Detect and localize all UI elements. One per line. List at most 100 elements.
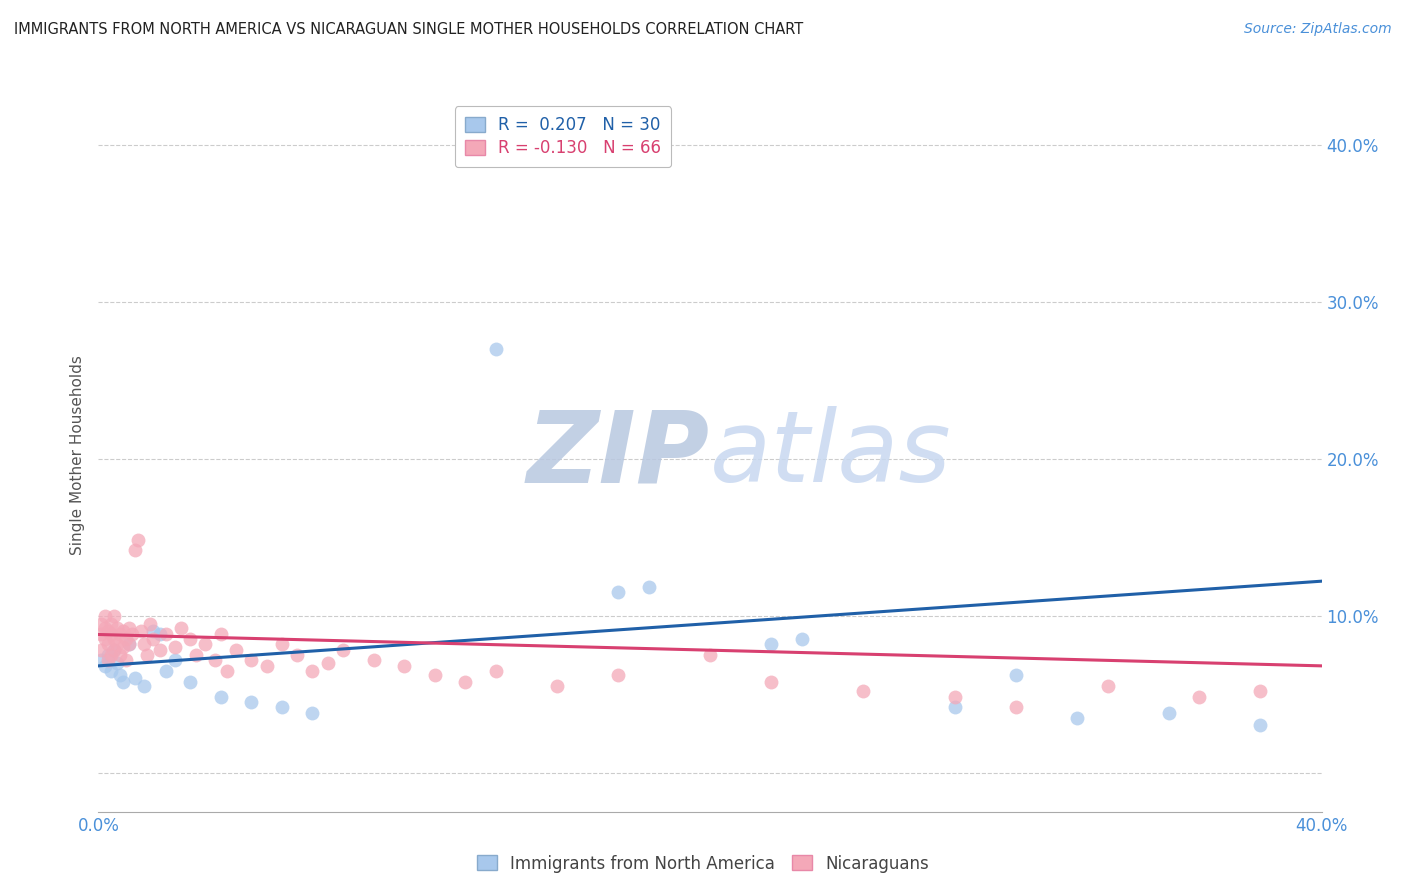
Point [118,637,141,651]
Point [100,627,122,641]
Point [256,658,278,673]
Point [142,624,165,639]
Point [179,632,201,647]
Point [108,627,131,641]
Point [637,581,661,595]
Point [115,652,138,666]
Point [93,621,115,635]
Point [108,668,131,682]
Point [105,621,128,635]
Point [103,608,125,623]
Point [134,637,156,651]
Point [118,621,141,635]
Point [209,690,232,705]
Point [163,640,186,654]
Point [163,652,186,666]
Text: Source: ZipAtlas.com: Source: ZipAtlas.com [1244,22,1392,37]
Point [215,664,238,678]
Point [139,616,162,631]
Point [142,632,165,647]
Point [90,616,112,631]
Point [97,624,120,639]
Point [607,668,630,682]
Point [392,658,416,673]
Text: atlas: atlas [710,407,952,503]
Point [699,648,721,662]
Point [100,664,122,678]
Point [108,648,131,662]
Point [301,664,323,678]
Point [93,658,115,673]
Point [759,637,782,651]
Point [1249,718,1271,732]
Point [134,679,156,693]
Point [97,648,120,662]
Point [90,643,112,657]
Point [1004,668,1026,682]
Point [1066,711,1088,725]
Point [607,585,630,599]
Point [103,643,125,657]
Point [90,652,112,666]
Point [485,342,508,356]
Point [186,648,208,662]
Text: ZIP: ZIP [527,407,710,503]
Point [93,608,115,623]
Legend: R =  0.207   N = 30, R = -0.130   N = 66: R = 0.207 N = 30, R = -0.130 N = 66 [456,106,672,168]
Point [149,627,172,641]
Point [1097,679,1119,693]
Point [103,643,125,657]
Point [1157,706,1180,720]
Point [100,648,122,662]
Point [363,652,385,666]
Point [155,664,177,678]
Point [129,624,152,639]
Point [316,656,339,670]
Point [1249,684,1271,698]
Point [100,616,122,631]
Legend: Immigrants from North America, Nicaraguans: Immigrants from North America, Nicaragua… [471,848,935,880]
Point [301,706,323,720]
Point [124,672,146,686]
Point [97,637,120,651]
Point [1188,690,1211,705]
Point [790,632,813,647]
Point [270,637,292,651]
Point [485,664,508,678]
Point [852,684,875,698]
Point [194,637,217,651]
Point [105,637,128,651]
Point [111,674,134,689]
Point [332,643,354,657]
Point [124,542,146,557]
Point [93,632,115,647]
Point [209,627,232,641]
Point [121,627,143,641]
Point [943,690,966,705]
Text: IMMIGRANTS FROM NORTH AMERICA VS NICARAGUAN SINGLE MOTHER HOUSEHOLDS CORRELATION: IMMIGRANTS FROM NORTH AMERICA VS NICARAG… [14,22,803,37]
Point [1004,699,1026,714]
Point [97,652,120,666]
Point [149,643,172,657]
Point [943,699,966,714]
Point [111,624,134,639]
Point [270,699,292,714]
Point [240,695,263,709]
Point [225,643,247,657]
Y-axis label: Single Mother Households: Single Mother Households [69,355,84,555]
Point [204,652,226,666]
Point [179,674,201,689]
Point [240,652,263,666]
Point [170,621,193,635]
Point [454,674,477,689]
Point [759,674,782,689]
Point [136,648,159,662]
Point [155,627,177,641]
Point [423,668,446,682]
Point [285,648,308,662]
Point [127,533,149,548]
Point [90,627,112,641]
Point [111,640,134,654]
Point [103,632,125,647]
Point [105,656,128,670]
